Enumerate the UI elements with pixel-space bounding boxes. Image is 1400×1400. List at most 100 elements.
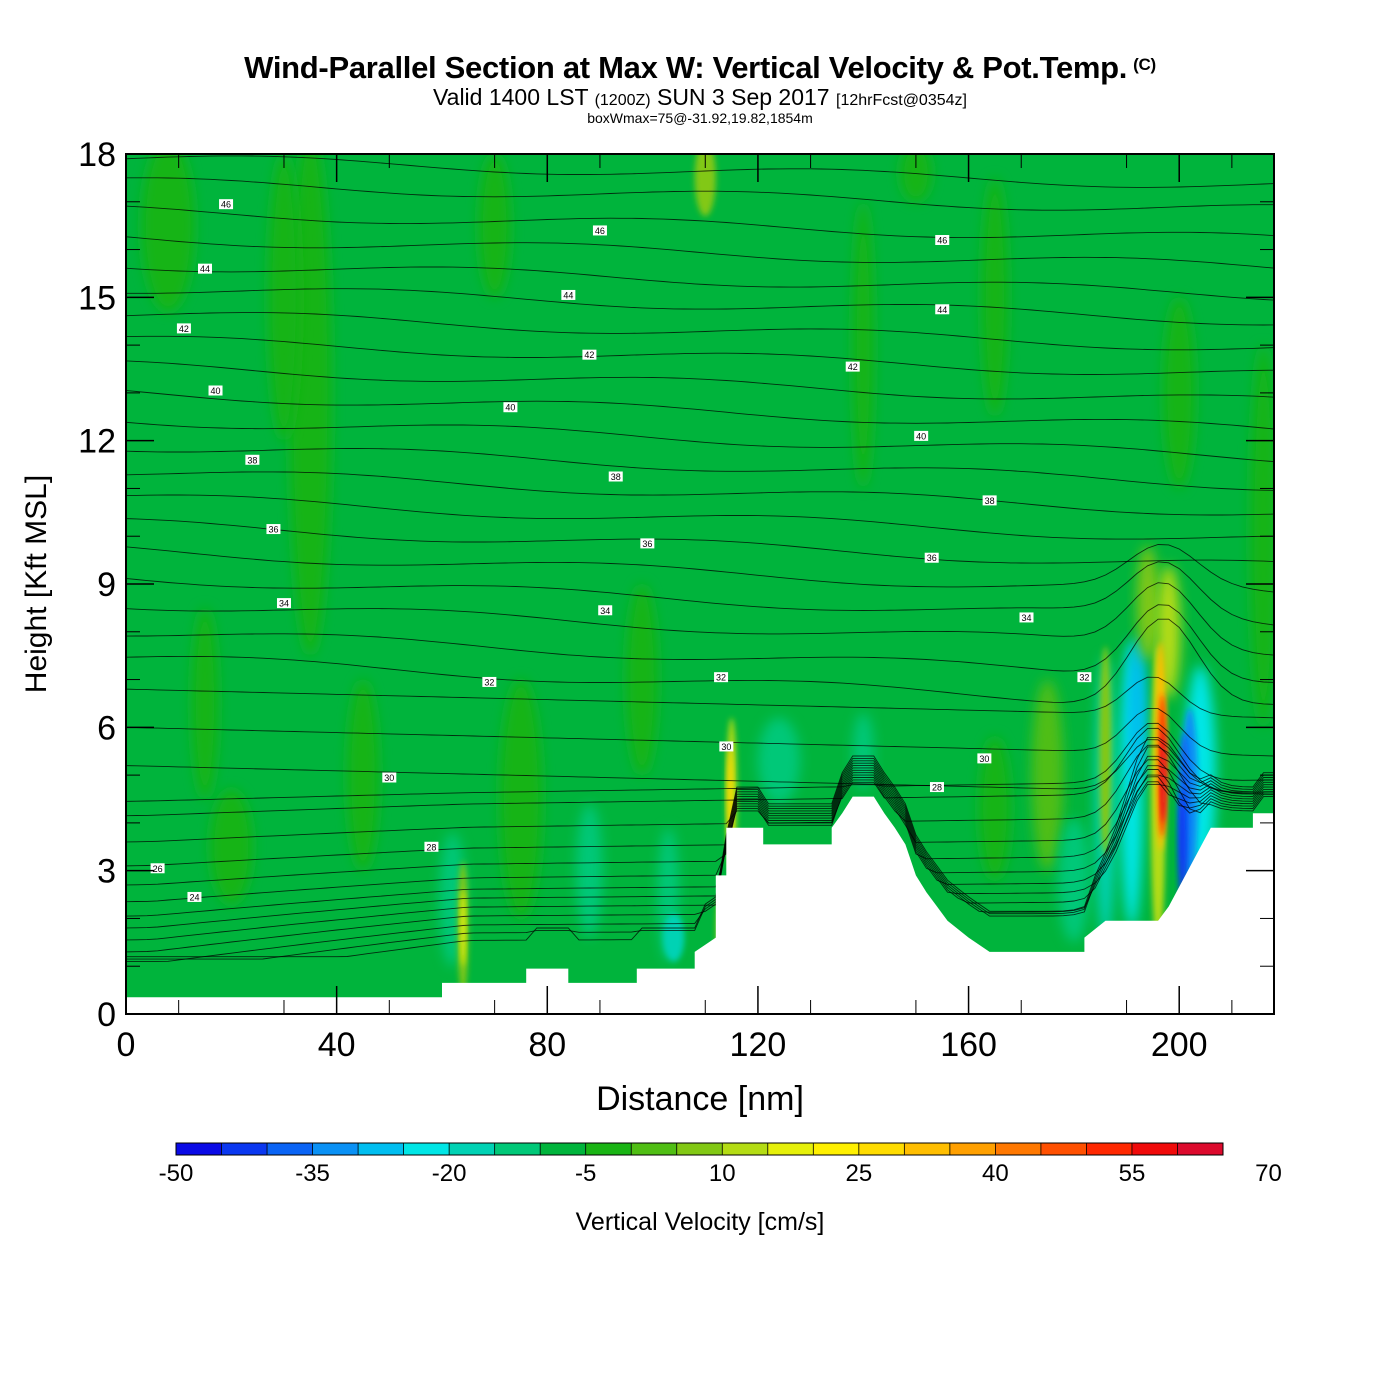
colorbar-swatch [585, 1143, 632, 1155]
velocity-cell [981, 177, 1009, 417]
contour-label-text: 40 [211, 386, 221, 396]
contour-label: 32 [482, 676, 497, 687]
velocity-cell [626, 584, 658, 776]
theta-contour [126, 582, 1274, 656]
contour-label-bg [382, 772, 397, 783]
y-axis-label: Height [Kft MSL] [20, 475, 53, 693]
colorbar-swatch [995, 1143, 1042, 1155]
chart-title: Wind-Parallel Section at Max W: Vertical… [244, 50, 1156, 85]
vertical-velocity-field [126, 154, 1274, 1014]
theta-contour [126, 544, 1274, 593]
contour-label-bg [982, 495, 997, 506]
contour-label-bg [914, 430, 929, 441]
colorbar-tick-label: -5 [575, 1160, 596, 1187]
contour-label-bg [935, 235, 950, 245]
contour-label-text: 34 [1021, 613, 1031, 623]
contour-label: 40 [208, 385, 223, 396]
theta-contour [126, 390, 1274, 430]
contour-label-text: 24 [189, 892, 199, 902]
contour-label-bg [598, 605, 613, 616]
contour-label-bg [187, 891, 202, 902]
colorbar-label: Vertical Velocity [cm/s] [575, 1208, 825, 1236]
contour-label-text: 34 [600, 606, 610, 616]
theta-contour [126, 772, 1274, 903]
contour-label: 28 [424, 841, 439, 852]
copyright-mark: (C) [1133, 55, 1156, 74]
contour-label-text: 46 [595, 226, 605, 236]
theta-contour [126, 727, 1274, 817]
valid-time: Valid 1400 LST [433, 84, 589, 110]
contour-label-text: 30 [384, 773, 394, 783]
colorbar-swatch [267, 1143, 314, 1155]
contour-label-text: 36 [927, 553, 937, 563]
contour-label-text: 36 [268, 525, 278, 535]
contour-label: 44 [561, 289, 576, 300]
colorbar-swatch [176, 1143, 223, 1155]
contour-label-text: 42 [848, 362, 858, 372]
colorbar-swatch [449, 1143, 496, 1155]
contour-label-bg [640, 538, 655, 549]
theta-contour [126, 736, 1274, 958]
contour-label-text: 32 [716, 673, 726, 683]
contour-label-text: 34 [279, 599, 289, 609]
contour-label: 24 [187, 891, 202, 902]
velocity-cell [499, 679, 543, 919]
y-tick-label: 6 [97, 709, 116, 747]
contour-label: 40 [503, 402, 518, 413]
theta-contour [126, 739, 1274, 795]
contour-label: 30 [382, 772, 397, 783]
velocity-cell [1163, 297, 1196, 489]
colorbar-swatch [1040, 1143, 1087, 1155]
contour-label: 42 [176, 323, 191, 334]
contour-label-bg [592, 225, 607, 236]
colorbar-swatch [1131, 1143, 1178, 1155]
contour-label-text: 46 [937, 236, 947, 246]
valid-date: SUN 3 Sep 2017 [656, 84, 830, 110]
velocity-cell [979, 736, 1011, 881]
contour-label: 34 [1019, 612, 1034, 623]
colorbar-tick-label: 10 [709, 1160, 736, 1187]
theta-contour [126, 177, 1274, 211]
contour-label-bg [929, 782, 944, 793]
colorbar-swatch [358, 1143, 405, 1155]
theta-contour [126, 768, 1274, 886]
contour-label-bg [719, 741, 734, 752]
potential-temperature-contours [126, 155, 1274, 962]
contour-label-text: 44 [563, 290, 573, 300]
velocity-cell [1058, 818, 1090, 943]
contour-labels: 46 46 46 44 44 44 42 42 42 40 40 40 38 38 38 36 36 36 34 34… [150, 199, 1092, 902]
velocity-cell [191, 607, 219, 799]
colorbar-swatch [631, 1143, 678, 1155]
colorbar-tick-label: -20 [432, 1160, 467, 1187]
x-tick-label: 160 [940, 1026, 997, 1064]
contour-label-text: 30 [979, 754, 989, 764]
contour-label: 32 [1077, 672, 1092, 683]
theta-contour [126, 471, 1274, 516]
colorbar-swatch [403, 1143, 450, 1155]
theta-contour [126, 618, 1274, 705]
terrain-layer [126, 796, 1274, 1014]
velocity-cell [900, 154, 932, 202]
contour-label-text: 38 [985, 496, 995, 506]
theta-contour [126, 707, 1274, 757]
theta-contour [126, 767, 1274, 929]
x-axis-label: Distance [nm] [596, 1080, 804, 1118]
contour-label: 38 [608, 471, 623, 482]
colorbar-swatch [904, 1143, 951, 1155]
contour-label-bg [276, 598, 291, 609]
contour-label-bg [503, 402, 518, 413]
theta-contour [126, 494, 1274, 540]
contour-label: 46 [935, 235, 950, 246]
box-wmax-info: boxWmax=75@-31.92,19.82,1854m [587, 110, 813, 126]
colorbar-tick-label: 70 [1255, 1160, 1282, 1187]
contour-label: 42 [845, 361, 860, 372]
velocity-cell [478, 154, 511, 298]
contour-label-text: 40 [505, 403, 515, 413]
velocity-cell [852, 713, 874, 790]
colorbar-tick-label: -50 [159, 1160, 194, 1187]
velocity-cell [1178, 789, 1186, 905]
velocity-cell [1137, 545, 1159, 661]
theta-contour [126, 155, 1274, 188]
